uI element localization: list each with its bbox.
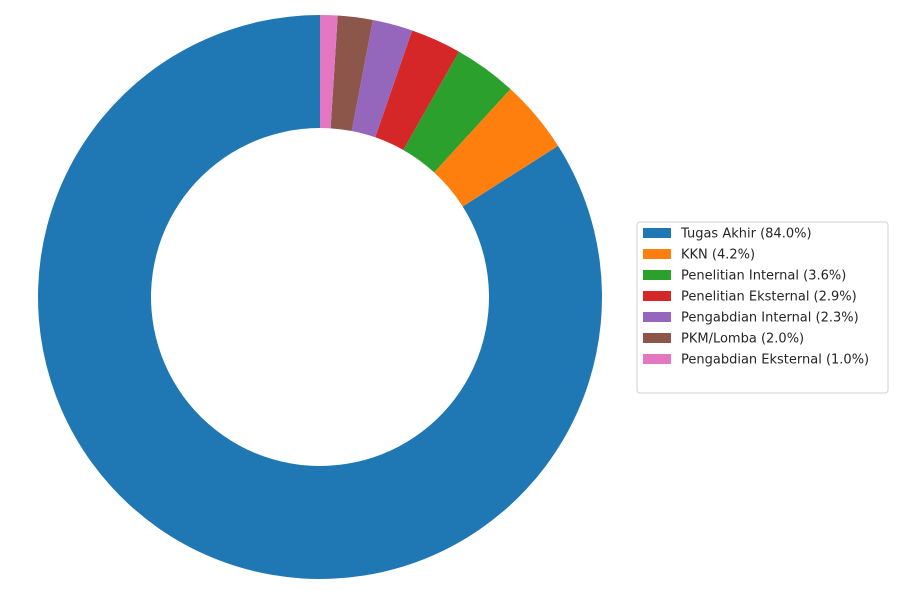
donut-slice: [434, 89, 559, 207]
legend-label: Tugas Akhir (84.0%): [680, 227, 812, 242]
legend-swatch: [643, 228, 671, 238]
donut-slice: [37, 15, 603, 579]
legend-swatch: [643, 291, 671, 301]
legend-swatch: [643, 270, 671, 280]
legend-label: Penelitian Internal (3.6%): [681, 269, 846, 284]
legend-label: KKN (4.2%): [681, 248, 755, 263]
legend-box: [636, 221, 889, 394]
legend-swatch: [643, 312, 671, 322]
donut-slice: [320, 15, 338, 129]
legend-swatch: [643, 333, 671, 343]
donut-slice: [403, 51, 511, 173]
legend-swatch: [643, 249, 671, 259]
donut-slice: [330, 15, 373, 131]
donut-slice: [375, 30, 459, 150]
legend-swatch: [643, 354, 671, 364]
donut-slice: [351, 19, 413, 138]
legend-label: Pengabdian Internal (2.3%): [681, 311, 859, 326]
legend-label: Pengabdian Eksternal (1.0%): [681, 353, 869, 368]
legend-label: PKM/Lomba (2.0%): [681, 332, 804, 347]
legend-label: Penelitian Eksternal (2.9%): [681, 290, 857, 305]
